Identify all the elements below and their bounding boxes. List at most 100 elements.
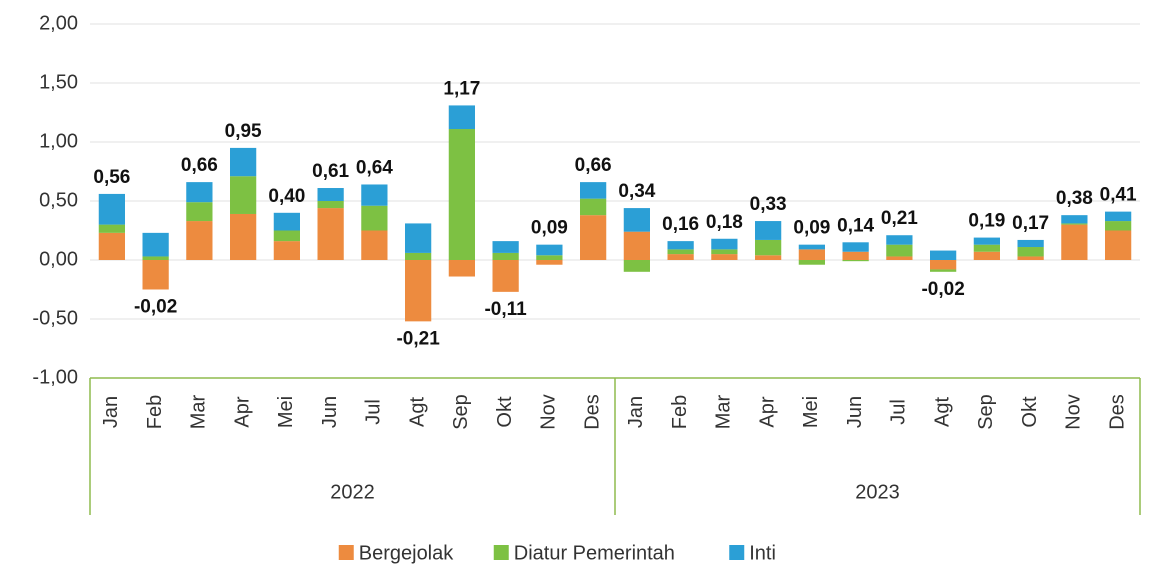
- bar-segment: [405, 260, 432, 322]
- x-tick-label: Agt: [406, 397, 428, 427]
- x-tick-label: Mar: [188, 394, 210, 429]
- bar-segment: [842, 251, 869, 260]
- bar-segment: [142, 232, 169, 257]
- data-label: 0,95: [225, 121, 262, 142]
- bar-segment: [1017, 247, 1044, 257]
- bar-segment: [405, 223, 432, 253]
- bar-segment: [536, 244, 563, 256]
- x-tick-label: Okt: [494, 396, 516, 428]
- bar-segment: [973, 244, 1000, 252]
- bar-segment: [98, 232, 125, 260]
- data-label: 0,17: [1012, 213, 1049, 234]
- bar-segment: [973, 237, 1000, 245]
- legend-swatch: [493, 545, 509, 560]
- bar-segment: [580, 215, 607, 260]
- data-label: 0,64: [356, 157, 393, 178]
- bar-segment: [1061, 223, 1088, 225]
- x-tick-label: Sep: [975, 394, 997, 430]
- x-tick-label: Mar: [713, 394, 735, 429]
- bar-segment: [361, 205, 388, 231]
- x-tick-label: Jun: [844, 396, 866, 428]
- bar-segment: [842, 260, 869, 262]
- bar-segment: [230, 213, 257, 260]
- x-tick-label: Apr: [231, 396, 253, 427]
- x-tick-label: Feb: [144, 395, 166, 429]
- bar-segment: [273, 241, 300, 260]
- x-tick-label: Agt: [931, 397, 953, 427]
- data-label: 0,56: [93, 167, 130, 188]
- bar-segment: [755, 221, 782, 240]
- bar-segment: [186, 182, 213, 203]
- x-tick-label: Jun: [319, 396, 341, 428]
- bar-segment: [142, 256, 169, 260]
- x-tick-label: Mei: [275, 396, 297, 428]
- bar-segment: [711, 254, 738, 260]
- data-label: 0,09: [793, 218, 830, 239]
- data-label: 0,19: [968, 211, 1005, 232]
- group-label: 2023: [855, 481, 900, 503]
- bar-segment: [886, 256, 913, 260]
- y-tick-label: -1,00: [32, 366, 78, 388]
- legend-swatch: [338, 545, 354, 560]
- bar-segment: [536, 260, 563, 265]
- bar-segment: [273, 230, 300, 242]
- bar-segment: [1017, 239, 1044, 248]
- data-label: 0,41: [1100, 185, 1137, 206]
- bar-segment: [667, 249, 694, 255]
- bar-segment: [361, 230, 388, 260]
- bar-segment: [1017, 256, 1044, 260]
- bar-segment: [930, 260, 957, 270]
- bar-segment: [1105, 221, 1132, 231]
- legend-label: Bergejolak: [359, 542, 455, 564]
- bar-segment: [623, 208, 650, 232]
- y-tick-label: 0,00: [39, 248, 78, 270]
- bar-segment: [317, 201, 344, 209]
- bar-segment: [448, 129, 475, 260]
- bar-segment: [842, 242, 869, 252]
- bar-segment: [580, 198, 607, 216]
- y-tick-label: 0,50: [39, 189, 78, 211]
- legend-label: Diatur Pemerintah: [514, 542, 675, 564]
- data-label: -0,21: [396, 328, 440, 349]
- bar-segment: [1105, 211, 1132, 222]
- data-label: 0,66: [181, 155, 218, 176]
- bar-segment: [930, 269, 957, 272]
- x-tick-label: Apr: [756, 396, 778, 427]
- bar-segment: [230, 176, 257, 214]
- bar-segment: [798, 249, 825, 260]
- bar-segment: [886, 235, 913, 245]
- bar-segment: [1061, 215, 1088, 224]
- data-label: 0,66: [575, 155, 612, 176]
- x-tick-label: Jan: [625, 396, 647, 428]
- data-label: -0,02: [134, 297, 177, 318]
- y-tick-label: 2,00: [39, 12, 78, 34]
- x-tick-label: Jul: [888, 399, 910, 425]
- bar-segment: [711, 249, 738, 255]
- x-tick-label: Jan: [100, 396, 122, 428]
- bar-segment: [798, 260, 825, 265]
- bar-segment: [623, 260, 650, 272]
- bar-segment: [230, 147, 257, 177]
- x-tick-label: Feb: [669, 395, 691, 429]
- data-label: 0,33: [750, 194, 787, 215]
- x-tick-label: Nov: [1063, 394, 1085, 430]
- data-label: 0,40: [268, 186, 305, 207]
- bar-segment: [317, 208, 344, 260]
- bar-segment: [1061, 224, 1088, 260]
- bar-segment: [405, 252, 432, 260]
- y-tick-label: -0,50: [32, 307, 78, 329]
- data-label: 0,18: [706, 212, 743, 233]
- bar-segment: [536, 255, 563, 260]
- x-tick-label: Des: [581, 394, 603, 430]
- bar-segment: [1105, 230, 1132, 260]
- x-tick-label: Des: [1106, 394, 1128, 430]
- bar-segment: [886, 244, 913, 257]
- x-tick-label: Okt: [1019, 396, 1041, 428]
- bar-segment: [273, 212, 300, 231]
- data-label: 0,09: [531, 218, 568, 239]
- legend-swatch: [729, 545, 745, 560]
- bar-segment: [492, 260, 519, 292]
- bar-segment: [98, 224, 125, 233]
- data-label: 0,16: [662, 214, 699, 235]
- bar-segment: [667, 241, 694, 250]
